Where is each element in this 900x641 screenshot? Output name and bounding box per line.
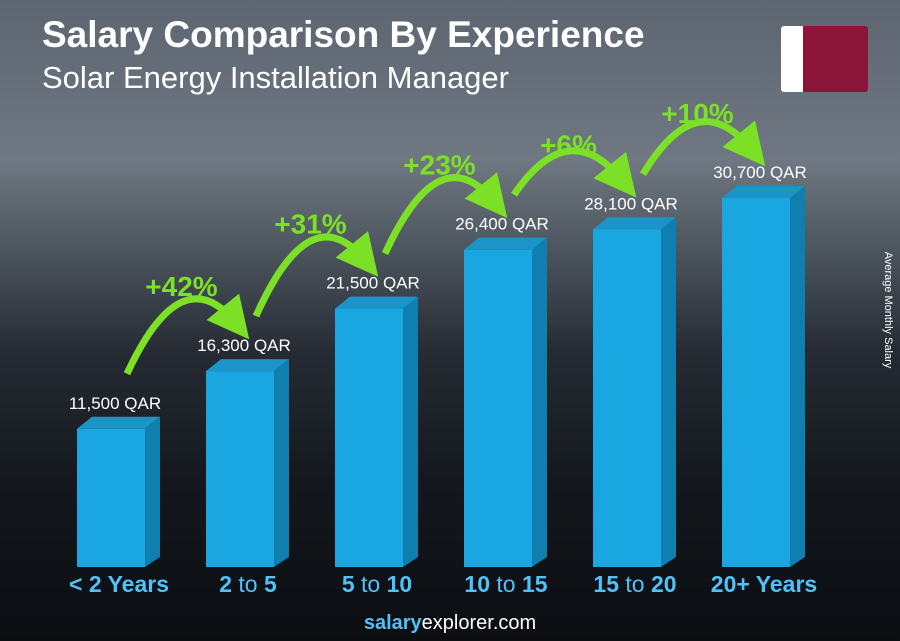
bar [464, 249, 532, 568]
page-subtitle: Solar Energy Installation Manager [42, 60, 509, 95]
category-part: to [355, 571, 381, 597]
category-part: 10 [380, 571, 412, 597]
bar-top [593, 217, 676, 230]
bar-side [274, 359, 289, 567]
brand-domain: .com [492, 612, 537, 634]
bar-top [77, 416, 160, 429]
increase-label: +10% [661, 98, 733, 129]
category-part: 5 [258, 571, 277, 597]
brand-rest: explorer [421, 612, 493, 634]
bar [77, 428, 145, 567]
increase-arrow [639, 118, 766, 177]
category-part: to [232, 571, 258, 597]
category-part: to [619, 571, 645, 597]
bar [593, 229, 661, 568]
category-part: to [490, 571, 516, 597]
value-label: 28,100 QAR [584, 194, 678, 213]
bar-top [722, 186, 805, 198]
increase-label: +42% [145, 271, 217, 302]
category-label: 5 to 10 [342, 571, 412, 597]
bar-group [593, 217, 676, 568]
bar-side [145, 416, 160, 567]
bar-side [790, 186, 805, 567]
increase-arrow [123, 293, 250, 376]
value-label: 26,400 QAR [455, 215, 549, 234]
category-label: 2 to 5 [219, 571, 277, 597]
qatar-flag-icon [781, 26, 868, 92]
increase-label: +31% [274, 209, 346, 240]
category-part: 20+ Years [711, 571, 817, 597]
bar-group [77, 416, 160, 567]
category-part: 10 [464, 571, 490, 597]
bar-top [464, 237, 547, 250]
bar [335, 308, 403, 567]
bar-side [661, 217, 676, 568]
brand-bold: salary [363, 612, 422, 634]
increase-arrow [511, 147, 637, 198]
value-label: 11,500 QAR [69, 394, 161, 413]
footer-brand[interactable]: salaryexplorer.com [0, 612, 900, 635]
increase-arrow [381, 172, 508, 256]
bar-group [335, 296, 418, 567]
category-part: 5 [342, 571, 355, 597]
bar-group [722, 186, 805, 567]
category-label: 20+ Years [711, 571, 817, 597]
category-part: < 2 Years [69, 571, 169, 597]
increase-label: +6% [540, 129, 597, 160]
page-title: Salary Comparison By Experience [42, 14, 645, 55]
value-label: 30,700 QAR [713, 163, 807, 182]
value-label: 16,300 QAR [197, 336, 291, 355]
value-label: 21,500 QAR [326, 274, 420, 293]
bar-top [335, 296, 418, 309]
bar-top [206, 359, 289, 372]
bar-group [206, 359, 289, 567]
bar-side [403, 296, 418, 567]
bar [206, 371, 274, 567]
category-label: < 2 Years [69, 571, 169, 597]
category-part: 15 [593, 571, 619, 597]
increase-label: +23% [403, 150, 475, 181]
category-part: 15 [516, 571, 548, 597]
bar-group [464, 237, 547, 568]
increase-arrow [252, 231, 379, 318]
category-label: 10 to 15 [464, 571, 547, 597]
category-part: 20 [645, 571, 677, 597]
bar [722, 198, 790, 567]
bar-side [532, 237, 547, 568]
category-label: 15 to 20 [593, 571, 676, 597]
category-part: 2 [219, 571, 232, 597]
